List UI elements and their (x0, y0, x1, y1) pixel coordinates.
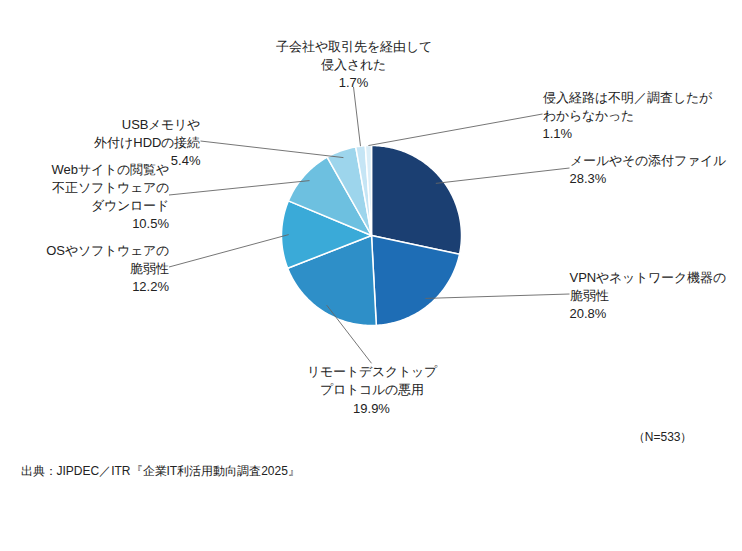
svg-text:リモートデスクトッププロトコルの悪用19.9%: リモートデスクトッププロトコルの悪用19.9% (307, 364, 438, 415)
svg-text:（N=533）: （N=533） (633, 430, 693, 444)
svg-text:OSやソフトウェアの脆弱性12.2%: OSやソフトウェアの脆弱性12.2% (46, 243, 169, 294)
svg-text:USBメモリや外付けHDDの接続5.4%: USBメモリや外付けHDDの接続5.4% (94, 117, 201, 168)
svg-text:メールやその添付ファイル28.3%: メールやその添付ファイル28.3% (570, 153, 726, 186)
svg-text:侵入経路は不明／調査したがわからなかった1.1%: 侵入経路は不明／調査したがわからなかった1.1% (543, 90, 713, 141)
svg-text:出典：JIPDEC／ITR『企業IT利活用動向調査2025』: 出典：JIPDEC／ITR『企業IT利活用動向調査2025』 (21, 464, 300, 478)
svg-text:子会社や取引先を経由して侵入された1.7%: 子会社や取引先を経由して侵入された1.7% (276, 39, 432, 90)
svg-text:Webサイトの閲覧や不正ソフトウェアのダウンロード10.5%: Webサイトの閲覧や不正ソフトウェアのダウンロード10.5% (52, 162, 170, 232)
svg-text:VPNやネットワーク機器の脆弱性20.8%: VPNやネットワーク機器の脆弱性20.8% (570, 270, 727, 321)
